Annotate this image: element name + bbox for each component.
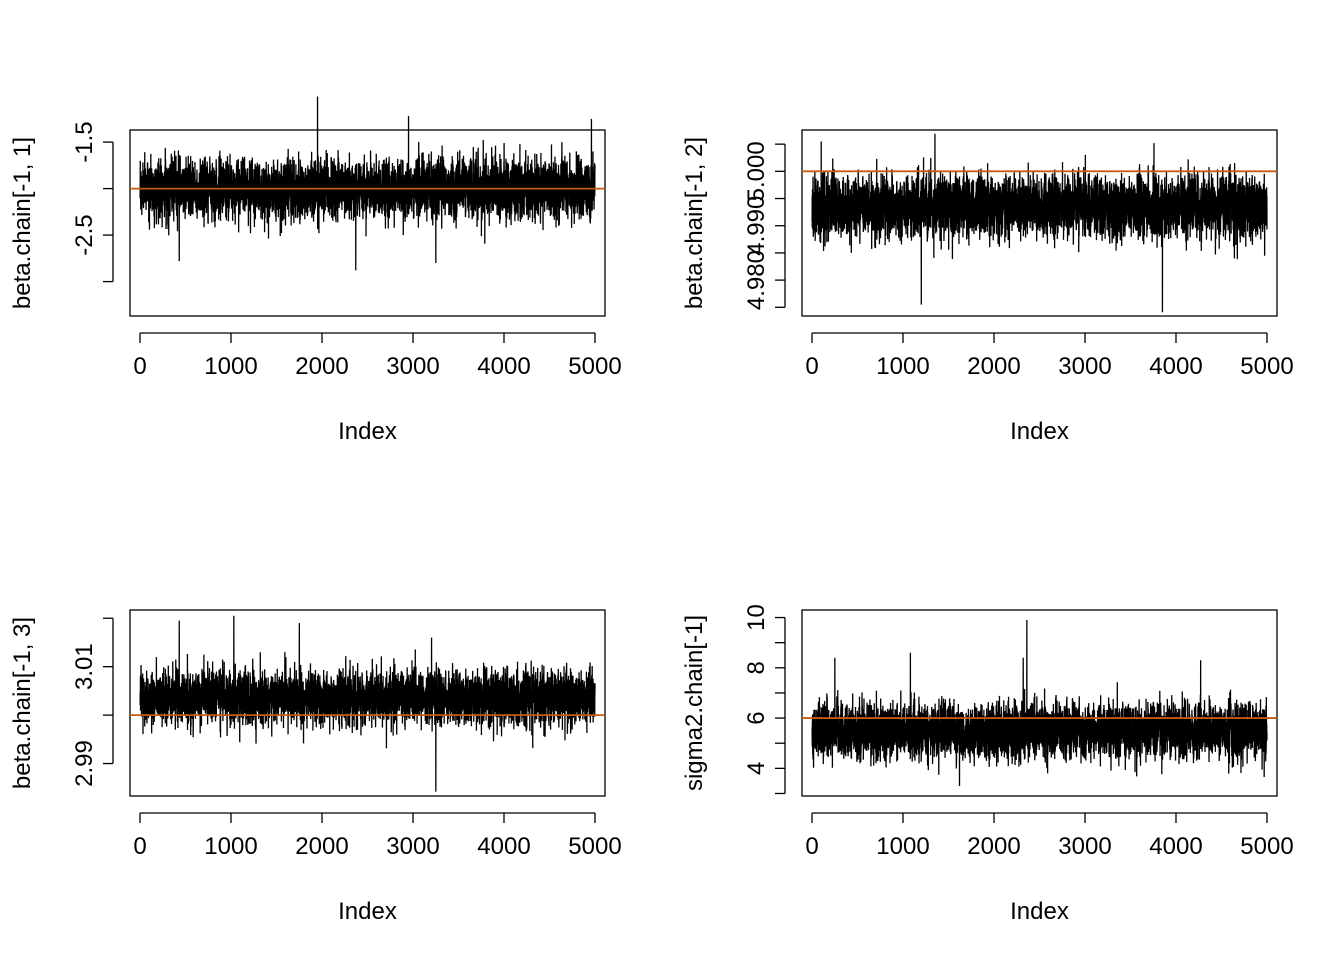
x-tick-label: 2000	[295, 353, 348, 380]
x-tick-label: 1000	[204, 353, 257, 380]
x-tick-label: 3000	[1058, 353, 1111, 380]
x-axis-label: Index	[1010, 898, 1069, 925]
x-tick-label: 4000	[477, 353, 530, 380]
x-tick-label: 2000	[295, 833, 348, 860]
x-axis-label: Index	[338, 898, 397, 925]
x-axis-label: Index	[338, 418, 397, 445]
plot-frame	[801, 129, 1278, 317]
x-tick-label: 4000	[1149, 833, 1202, 860]
trace-line	[139, 96, 596, 271]
x-axis-label: Index	[1010, 418, 1069, 445]
y-tick-label: -2.5	[71, 214, 98, 255]
trace-line-group	[811, 620, 1268, 786]
trace-line-group	[811, 133, 1268, 313]
panel-beta-chain-1: 0 1000 2000 3000 4000 5000 -2.5 -1.5 Index bet…	[9, 96, 622, 445]
y-axis-label: beta.chain[-1, 3]	[9, 617, 36, 789]
x-tick-label: 3000	[1058, 833, 1111, 860]
plot-frame	[801, 609, 1278, 797]
x-tick-label: 4000	[1149, 353, 1202, 380]
plot-frame	[129, 609, 606, 797]
x-tick-label: 0	[805, 353, 818, 380]
y-axis-label: beta.chain[-1, 2]	[681, 137, 708, 309]
panel-sigma2-chain: 0 1000 2000 3000 4000 5000 4 6 8 10 Index sigma2…	[681, 604, 1294, 925]
x-tick-label: 2000	[967, 353, 1020, 380]
trace-line-group	[139, 615, 596, 792]
y-axis: 2.99 3.01	[71, 617, 114, 787]
x-axis: 0 1000 2000 3000 4000 5000	[805, 812, 1294, 860]
x-tick-label: 2000	[967, 833, 1020, 860]
x-tick-label: 5000	[1240, 353, 1293, 380]
y-axis-label: beta.chain[-1, 1]	[9, 137, 36, 309]
x-tick-label: 5000	[568, 353, 621, 380]
trace-line-group	[139, 96, 596, 271]
y-axis: -2.5 -1.5	[71, 121, 114, 283]
x-tick-label: 0	[133, 353, 146, 380]
y-tick-label: 10	[743, 604, 770, 631]
x-axis: 0 1000 2000 3000 4000 5000	[133, 812, 622, 860]
y-tick-label: 8	[743, 661, 770, 674]
trace-line	[811, 620, 1268, 786]
plot-frame	[129, 129, 606, 317]
x-tick-label: 3000	[386, 833, 439, 860]
y-tick-label: 4	[743, 762, 770, 775]
y-tick-label: 5.000	[743, 141, 770, 201]
y-tick-label: 2.99	[71, 740, 98, 787]
y-axis-label: sigma2.chain[-1]	[681, 615, 708, 791]
x-tick-label: 3000	[386, 353, 439, 380]
trace-line	[811, 133, 1268, 313]
x-tick-label: 5000	[1240, 833, 1293, 860]
y-tick-label: 4.990	[743, 196, 770, 256]
x-tick-label: 4000	[477, 833, 530, 860]
x-axis: 0 1000 2000 3000 4000 5000	[133, 332, 622, 380]
trace-line	[139, 615, 596, 792]
x-tick-label: 0	[133, 833, 146, 860]
y-axis: 4 6 8 10	[743, 604, 786, 795]
y-tick-label: 6	[743, 711, 770, 724]
x-tick-label: 1000	[204, 833, 257, 860]
y-tick-label: -1.5	[71, 121, 98, 162]
x-axis: 0 1000 2000 3000 4000 5000	[805, 332, 1294, 380]
x-tick-label: 0	[805, 833, 818, 860]
panel-beta-chain-3: 0 1000 2000 3000 4000 5000 2.99 3.01 Index bet…	[9, 609, 622, 925]
y-tick-label: 3.01	[71, 643, 98, 690]
x-tick-label: 1000	[876, 353, 929, 380]
x-tick-label: 5000	[568, 833, 621, 860]
y-tick-label: 4.980	[743, 250, 770, 310]
x-tick-label: 1000	[876, 833, 929, 860]
